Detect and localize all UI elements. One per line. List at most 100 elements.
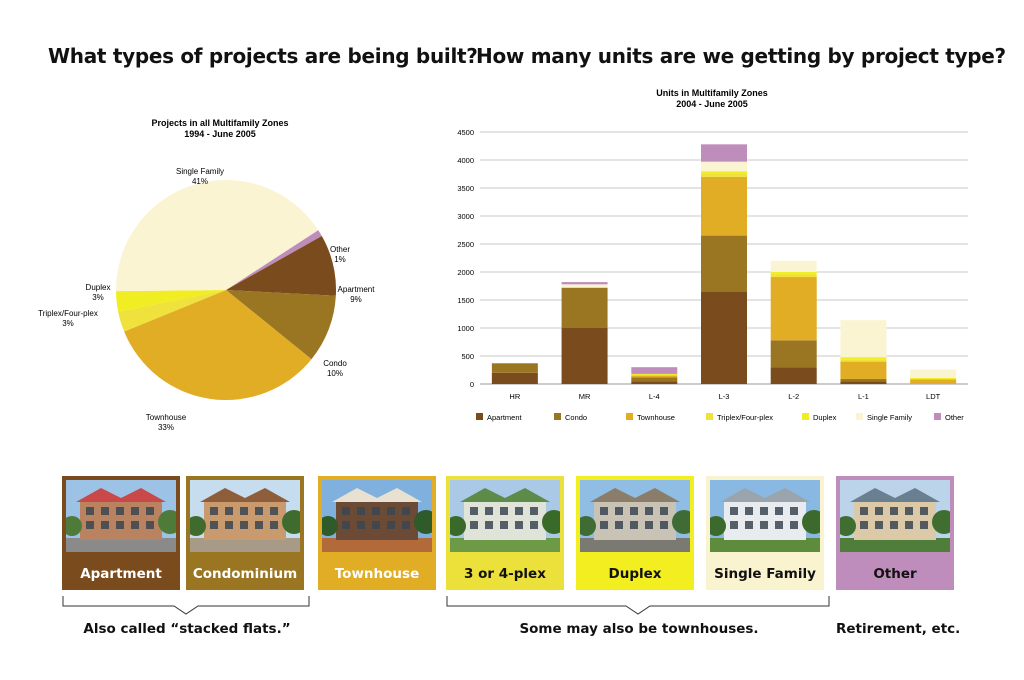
legend-label-townhouse: Townhouse xyxy=(637,413,675,422)
legend-label-triplex-four-plex: Triplex/Four-plex xyxy=(717,413,773,422)
left-headline: What types of projects are being built? xyxy=(48,44,478,68)
pie-value-triplex-four-plex: 3% xyxy=(62,319,74,328)
legend-swatch-condo xyxy=(554,413,561,420)
y-tick-label: 0 xyxy=(470,380,474,389)
y-tick-label: 4500 xyxy=(457,128,474,137)
photo-apartment xyxy=(66,480,176,554)
card-label-townhouse: Townhouse xyxy=(334,566,420,582)
legend-label-single-family: Single Family xyxy=(867,413,912,422)
bar-l-3-condo xyxy=(701,235,747,292)
bar-l-4-triplex-four-plex xyxy=(631,374,678,376)
x-tick-label: MR xyxy=(579,392,591,401)
card-townhouse: Townhouse xyxy=(318,476,436,590)
bar-mr-other xyxy=(561,282,608,285)
legend-label-other: Other xyxy=(945,413,964,422)
legend-swatch-other xyxy=(934,413,941,420)
pie-value-condo: 10% xyxy=(327,369,343,378)
y-tick-label: 3000 xyxy=(457,212,474,221)
bar-l-3-apartment xyxy=(701,291,747,384)
card-label-duplex: Duplex xyxy=(608,566,662,582)
y-tick-label: 500 xyxy=(461,352,474,361)
y-tick-label: 2500 xyxy=(457,240,474,249)
pie-value-townhouse: 33% xyxy=(158,423,174,432)
card-label-single-family: Single Family xyxy=(714,566,816,582)
photo-condominium xyxy=(190,480,300,554)
photo-single-family xyxy=(710,480,820,554)
pie-label-apartment: Apartment xyxy=(338,285,376,294)
bar-l-3-other xyxy=(701,144,747,162)
legend-label-duplex: Duplex xyxy=(813,413,837,422)
bar-l-1-apartment xyxy=(840,381,887,384)
bar-l-3-townhouse xyxy=(701,176,747,236)
pie-slice-single-family xyxy=(116,180,319,292)
y-tick-label: 4000 xyxy=(457,156,474,165)
bar-l-4-apartment xyxy=(631,381,678,384)
pie-label-other: Other xyxy=(330,245,350,254)
bar-ldt-townhouse xyxy=(910,379,957,384)
legend-swatch-single-family xyxy=(856,413,863,420)
bar-l-3-duplex xyxy=(701,171,747,174)
bar-l-4-duplex xyxy=(631,373,678,375)
stacked-bar-chart: Units in Multifamily Zones 2004 - June 2… xyxy=(457,88,968,422)
bar-ldt-triplex-four-plex xyxy=(910,378,957,380)
x-tick-label: LDT xyxy=(926,392,941,401)
pie-label-triplex-four-plex: Triplex/Four-plex xyxy=(38,309,98,318)
y-tick-label: 1500 xyxy=(457,296,474,305)
bar-title: Units in Multifamily Zones xyxy=(656,88,768,98)
bar-mr-condo xyxy=(561,287,608,328)
pie-chart: Projects in all Multifamily Zones 1994 -… xyxy=(38,118,376,432)
card-label-apartment: Apartment xyxy=(80,566,162,582)
y-tick-label: 3500 xyxy=(457,184,474,193)
card-other: Other xyxy=(836,476,954,590)
card-apartment: Apartment xyxy=(62,476,180,590)
pie-slice-condo xyxy=(226,290,336,360)
caption-retirement: Retirement, etc. xyxy=(836,621,961,637)
photo-3-or-4-plex xyxy=(450,480,560,554)
photo-other xyxy=(840,480,950,554)
pie-value-apartment: 9% xyxy=(350,295,362,304)
bar-l-1-duplex xyxy=(840,357,887,360)
pie-value-single-family: 41% xyxy=(192,177,208,186)
bar-mr-apartment xyxy=(561,328,608,384)
pie-value-other: 1% xyxy=(334,255,346,264)
bar-l-3-single-family xyxy=(701,161,747,172)
bar-l-1-triplex-four-plex xyxy=(840,359,887,362)
caption-stacked-flats: Also called “stacked flats.” xyxy=(83,621,291,637)
x-tick-label: L-2 xyxy=(788,392,799,401)
pie-title: Projects in all Multifamily Zones xyxy=(151,118,288,128)
caption-townhouses: Some may also be townhouses. xyxy=(519,621,759,637)
legend-label-condo: Condo xyxy=(565,413,587,422)
pie-label-duplex: Duplex xyxy=(86,283,111,292)
legend-label-apartment: Apartment xyxy=(487,413,523,422)
bar-ldt-duplex xyxy=(910,377,957,379)
bar-l-2-duplex xyxy=(770,272,817,274)
pie-value-duplex: 3% xyxy=(92,293,104,302)
bar-l-2-single-family xyxy=(770,260,817,272)
pie-label-condo: Condo xyxy=(323,359,347,368)
bar-mr-single-family xyxy=(561,284,608,288)
bar-l-1-single-family xyxy=(840,320,887,358)
bar-l-1-townhouse xyxy=(840,361,887,379)
bar-subtitle: 2004 - June 2005 xyxy=(676,99,748,109)
y-tick-label: 1000 xyxy=(457,324,474,333)
bar-l-2-triplex-four-plex xyxy=(770,273,817,278)
bracket-stacked-flats xyxy=(62,596,310,615)
legend-swatch-townhouse xyxy=(626,413,633,420)
pie-slice-triplex-four-plex xyxy=(118,290,226,332)
photo-duplex xyxy=(580,480,690,554)
bar-hr-condo xyxy=(491,363,538,373)
x-tick-label: L-3 xyxy=(719,392,730,401)
card-label-condominium: Condominium xyxy=(192,566,298,582)
bar-l-2-condo xyxy=(770,340,817,368)
bar-l-4-townhouse xyxy=(631,375,678,378)
right-headline: How many units are we getting by project… xyxy=(476,44,1006,68)
card-duplex: Duplex xyxy=(576,476,694,590)
pie-label-townhouse: Townhouse xyxy=(146,413,187,422)
pie-slice-townhouse xyxy=(124,290,312,401)
photo-townhouse xyxy=(322,480,432,554)
pie-slice-other xyxy=(226,230,322,290)
card-3-or-4-plex: 3 or 4-plex xyxy=(446,476,564,590)
legend-swatch-duplex xyxy=(802,413,809,420)
card-single-family: Single Family xyxy=(706,476,824,590)
card-label-3-or-4-plex: 3 or 4-plex xyxy=(464,566,546,582)
